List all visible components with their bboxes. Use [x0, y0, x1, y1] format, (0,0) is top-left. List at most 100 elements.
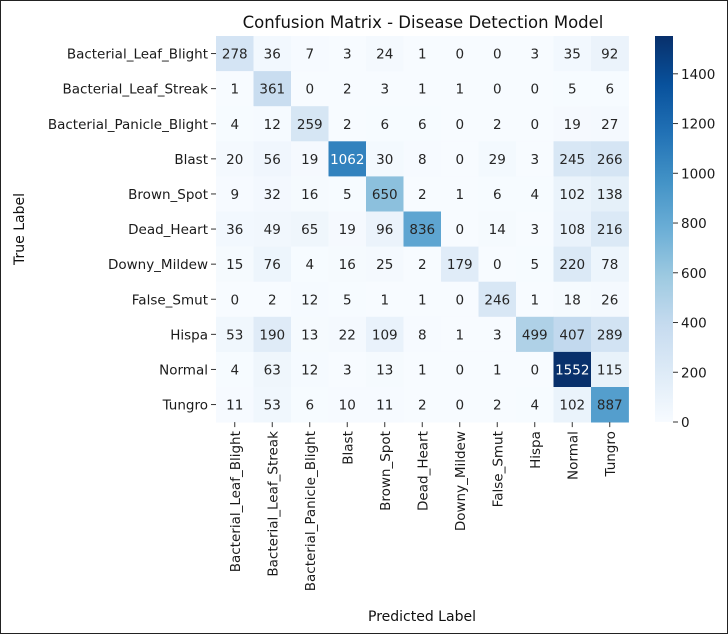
- cell-value-label: 3: [343, 47, 352, 63]
- cell-value-label: 836: [409, 222, 435, 238]
- cell-value-label: 5: [343, 292, 352, 308]
- cell-value-label: 78: [601, 257, 618, 273]
- heatmap-cell: [291, 246, 329, 283]
- heatmap-cell: [216, 176, 254, 212]
- heatmap-cell: [553, 36, 592, 72]
- heatmap-cell: [291, 351, 329, 388]
- heatmap-cell: [253, 141, 292, 177]
- heatmap-cell: [516, 351, 554, 388]
- cell-value-label: 266: [597, 152, 623, 168]
- heatmap-cell: [403, 106, 442, 142]
- cell-value-label: 32: [264, 187, 281, 203]
- y-tick-label: Bacterial_Panicle_Blight: [48, 117, 208, 133]
- heatmap-cell: [328, 246, 367, 283]
- heatmap-cell: [591, 176, 629, 212]
- heatmap-cell: [328, 176, 367, 212]
- heatmap-cell: [516, 387, 554, 423]
- cell-value-label: 361: [259, 82, 285, 98]
- cell-value-label: 36: [264, 47, 281, 63]
- cell-value-label: 278: [222, 47, 248, 63]
- heatmap-cell: [403, 316, 442, 353]
- heatmap-cell: [216, 351, 254, 388]
- cell-value-label: 2: [343, 117, 352, 133]
- heatmap-cell: [291, 281, 329, 318]
- x-tick-label: Downy_Mildew: [453, 431, 469, 531]
- cell-value-label: 0: [455, 47, 464, 63]
- heatmap-cell: [328, 281, 367, 318]
- chart-title: Confusion Matrix - Disease Detection Mod…: [243, 13, 604, 32]
- cell-value-label: 76: [264, 257, 281, 273]
- cell-value-label: 8: [418, 327, 427, 343]
- cell-value-label: 16: [339, 257, 356, 273]
- heatmap-cell: [516, 141, 554, 177]
- cell-value-label: 0: [455, 398, 464, 414]
- heatmap-cell: [441, 141, 479, 177]
- heatmap-cells: [216, 36, 629, 423]
- heatmap-cell: [403, 351, 442, 388]
- cell-value-label: 4: [230, 362, 239, 378]
- cell-value-label: 0: [455, 117, 464, 133]
- colorbar: [655, 36, 673, 422]
- heatmap-cell: [253, 106, 292, 142]
- cell-value-label: 53: [226, 327, 243, 343]
- heatmap-cell: [403, 211, 442, 247]
- x-tick-label: Bacterial_Leaf_Blight: [228, 431, 244, 572]
- cell-value-label: 1: [455, 187, 464, 203]
- heatmap-cell: [291, 71, 329, 107]
- heatmap-cell: [216, 71, 254, 107]
- cell-value-label: 13: [376, 362, 393, 378]
- heatmap-cell: [591, 71, 629, 107]
- y-axis-label: True Label: [12, 193, 28, 266]
- heatmap-cell: [253, 71, 292, 107]
- y-tick-label: Brown_Spot: [128, 187, 208, 203]
- colorbar-tick-label: 1000: [681, 166, 715, 182]
- cell-value-label: 4: [530, 187, 539, 203]
- cell-value-label: 65: [301, 222, 318, 238]
- heatmap-cell: [366, 246, 404, 283]
- colorbar-tick-label: 1400: [681, 67, 715, 83]
- heatmap-cell: [553, 106, 592, 142]
- heatmap-cell: [441, 387, 479, 423]
- cell-value-label: 108: [559, 222, 585, 238]
- x-tick-label: Bacterial_Panicle_Blight: [303, 431, 319, 591]
- heatmap-cell: [478, 141, 517, 177]
- cell-value-label: 20: [226, 152, 243, 168]
- cell-value-label: 650: [372, 187, 398, 203]
- heatmap-cell: [328, 106, 367, 142]
- heatmap-cell: [366, 141, 404, 177]
- heatmap-cell: [591, 141, 629, 177]
- heatmap-cell: [591, 36, 629, 72]
- heatmap-cell: [216, 106, 254, 142]
- cell-value-label: 1: [418, 47, 427, 63]
- cell-value-label: 115: [597, 362, 623, 378]
- heatmap-cell: [366, 316, 404, 353]
- cell-value-label: 1: [455, 82, 464, 98]
- heatmap-cell: [291, 387, 329, 423]
- cell-value-label: 1: [455, 327, 464, 343]
- heatmap-cell: [591, 281, 629, 318]
- cell-value-label: 138: [597, 187, 623, 203]
- heatmap-cell: [441, 316, 479, 353]
- cell-value-label: 4: [305, 257, 314, 273]
- cell-value-label: 102: [559, 398, 585, 414]
- heatmap-cell: [328, 387, 367, 423]
- cell-value-label: 1552: [555, 362, 589, 378]
- heatmap-cell: [403, 281, 442, 318]
- cell-value-label: 56: [264, 152, 281, 168]
- cell-value-label: 0: [455, 362, 464, 378]
- heatmap-cell: [478, 176, 517, 212]
- cell-value-label: 0: [530, 82, 539, 98]
- x-axis-label: Predicted Label: [368, 609, 476, 625]
- cell-value-label: 53: [264, 398, 281, 414]
- cell-value-label: 0: [455, 292, 464, 308]
- cell-value-label: 6: [418, 117, 427, 133]
- cell-value-label: 35: [564, 47, 581, 63]
- cell-value-label: 0: [230, 292, 239, 308]
- heatmap-cell: [328, 316, 367, 353]
- cell-value-label: 887: [597, 398, 623, 414]
- cell-value-label: 15: [226, 257, 243, 273]
- heatmap-cell: [591, 387, 629, 423]
- heatmap-cell: [478, 351, 517, 388]
- heatmap-cell: [253, 281, 292, 318]
- cell-value-label: 1062: [330, 152, 364, 168]
